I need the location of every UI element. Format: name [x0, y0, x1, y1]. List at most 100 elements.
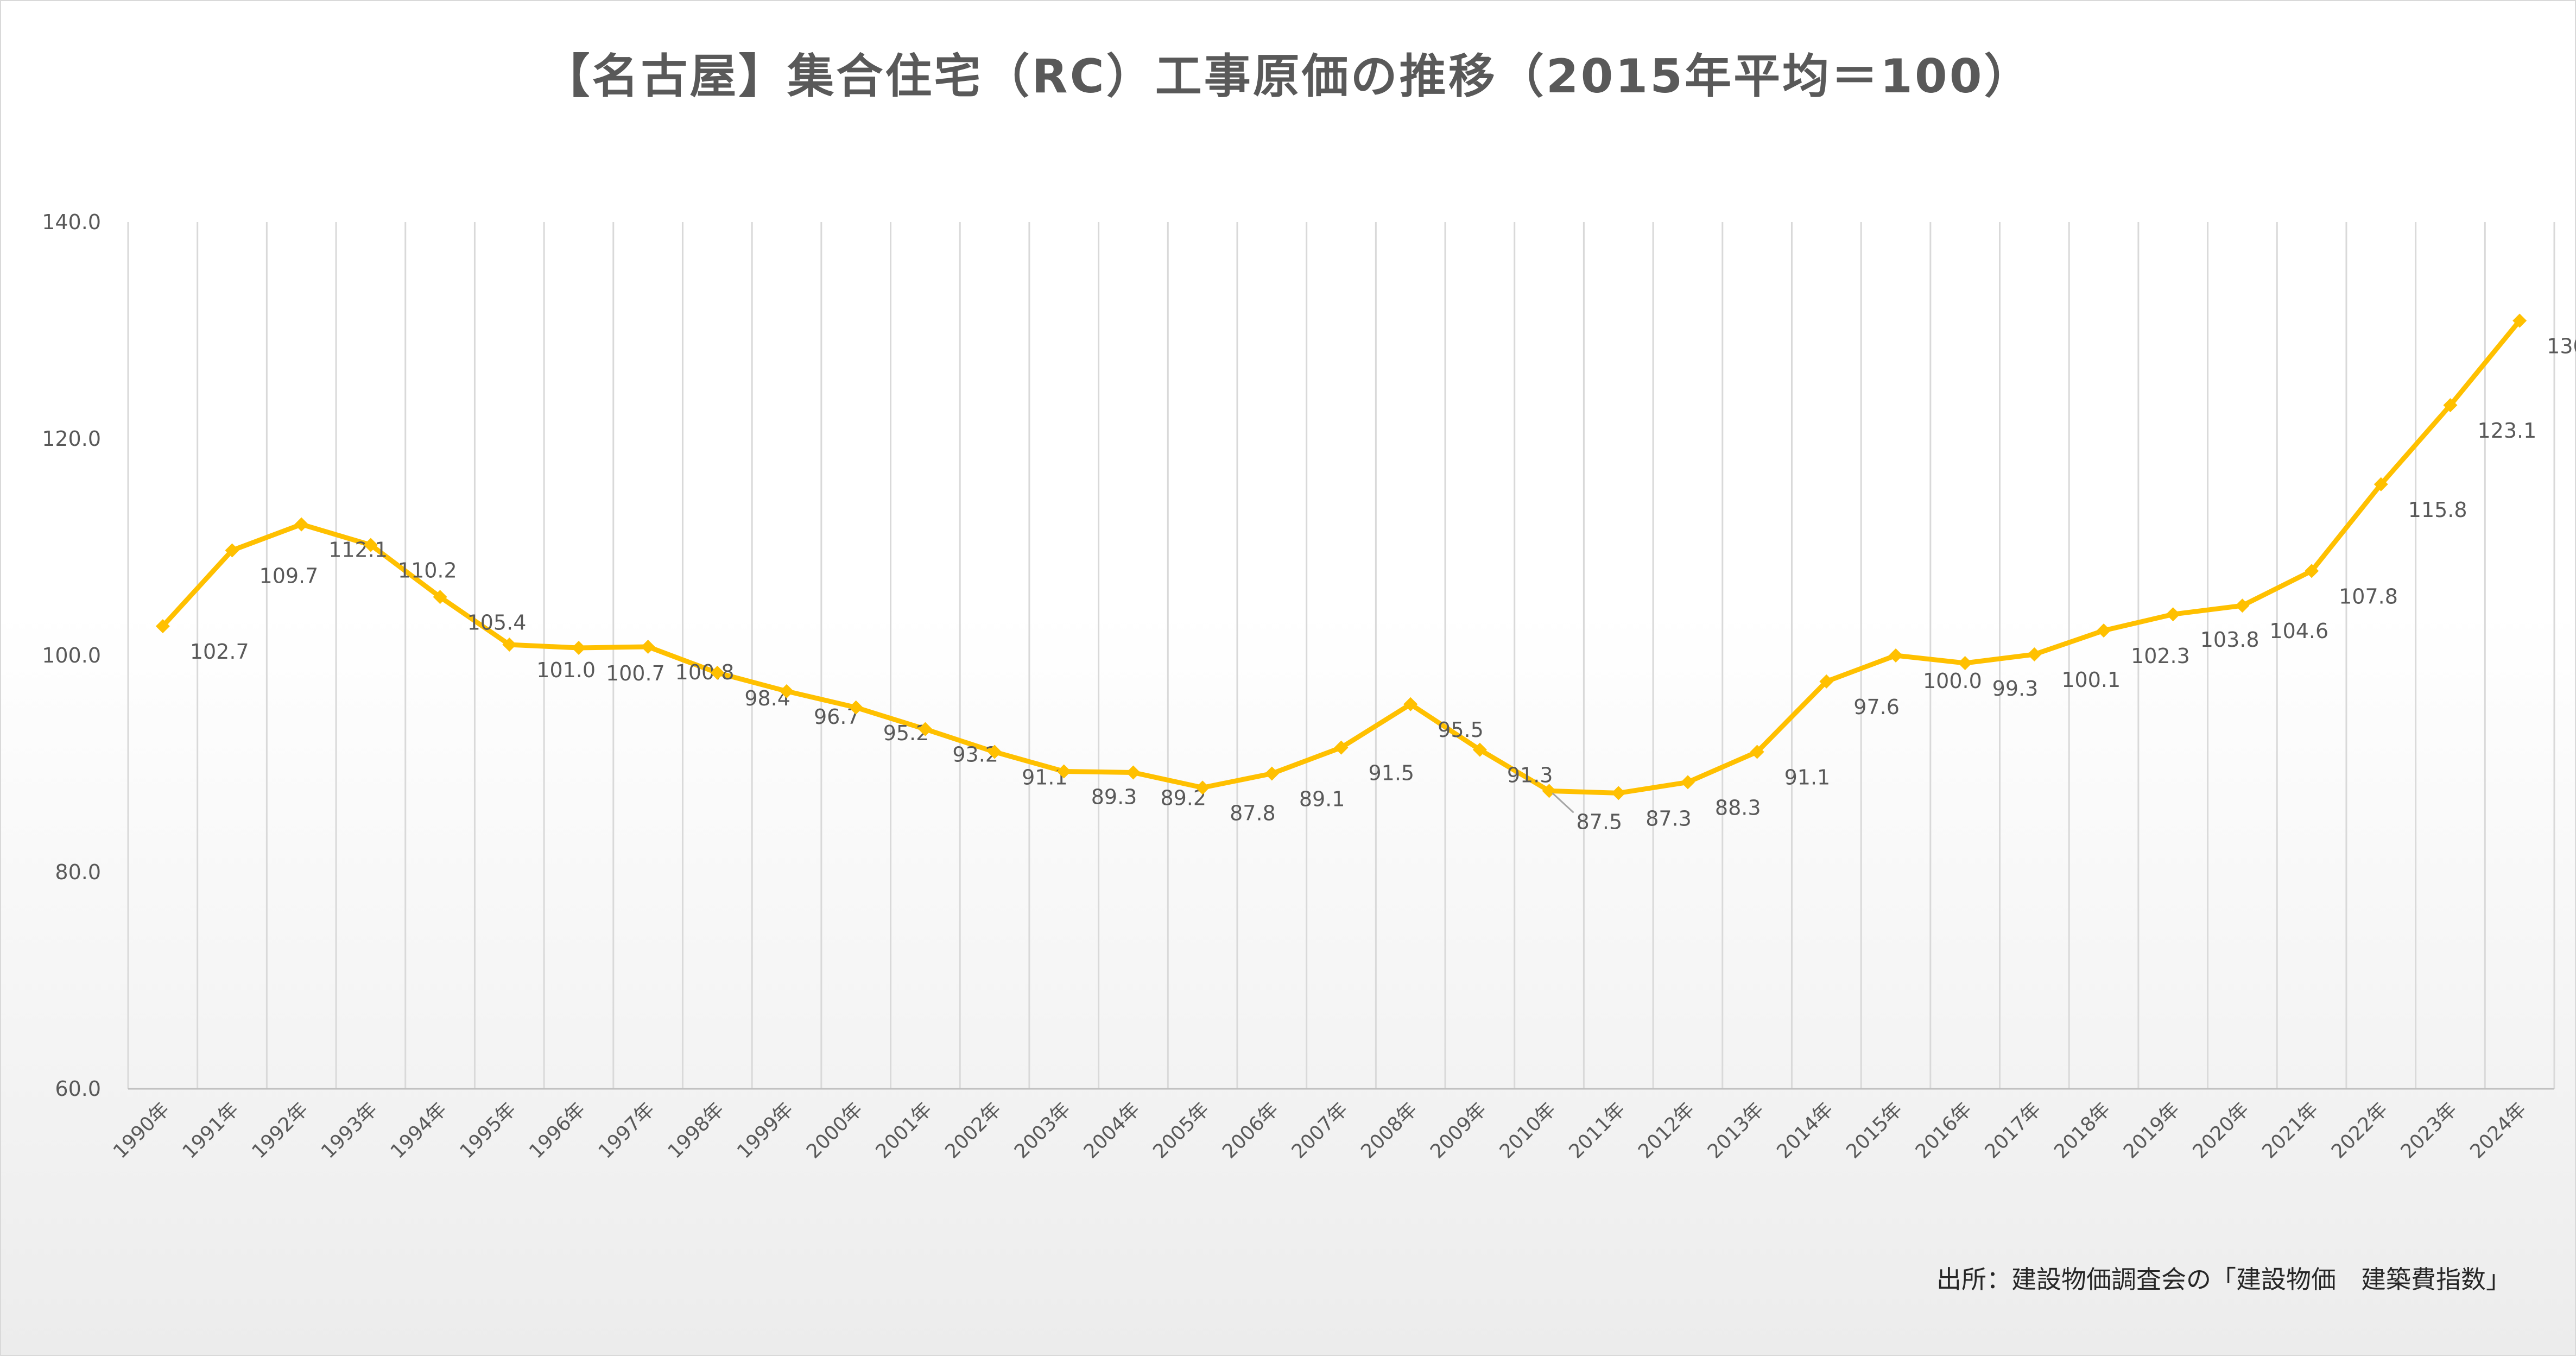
x-tick-label: 2017年 [1980, 1098, 2045, 1163]
data-label: 95.5 [1438, 718, 1484, 742]
data-point [780, 684, 794, 698]
data-label: 103.8 [2200, 628, 2259, 652]
data-point [2097, 623, 2111, 638]
data-label: 91.1 [1784, 766, 1831, 790]
data-label: 123.1 [2477, 419, 2536, 443]
x-tick-label: 2004年 [1080, 1098, 1144, 1163]
x-tick-label: 2006年 [1218, 1098, 1283, 1163]
x-tick-label: 2007年 [1288, 1098, 1352, 1163]
x-tick-label: 1994年 [387, 1098, 451, 1163]
data-point [641, 640, 655, 654]
data-label: 91.5 [1369, 761, 1415, 785]
data-label: 102.3 [2131, 644, 2190, 668]
data-label: 87.5 [1577, 810, 1623, 834]
data-label: 100.0 [1923, 669, 1982, 693]
data-point [225, 543, 239, 558]
x-tick-label: 2002年 [941, 1098, 1005, 1163]
data-label: 95.2 [883, 721, 929, 745]
data-point [2305, 564, 2319, 578]
data-label: 102.7 [190, 640, 249, 664]
data-point [2443, 398, 2458, 413]
x-tick-label: 1997年 [594, 1098, 659, 1163]
data-point [1334, 740, 1349, 755]
data-point [1195, 780, 1210, 795]
x-tick-label: 2014年 [1773, 1098, 1837, 1163]
x-tick-label: 1999年 [733, 1098, 798, 1163]
data-label: 87.3 [1645, 806, 1692, 830]
y-tick-label: 120.0 [42, 427, 101, 451]
x-tick-label: 1995年 [455, 1098, 520, 1163]
x-tick-label: 2022年 [2327, 1098, 2392, 1163]
x-tick-label: 2016年 [1912, 1098, 1976, 1163]
data-label: 110.2 [398, 559, 457, 583]
x-tick-label: 2015年 [1842, 1098, 1907, 1163]
x-tick-label: 2018年 [2050, 1098, 2115, 1163]
x-tick-label: 2011年 [1565, 1098, 1629, 1163]
data-label: 97.6 [1853, 695, 1900, 719]
data-point [988, 745, 1002, 759]
data-label: 115.8 [2408, 498, 2467, 522]
label-leader-line [1552, 792, 1574, 813]
data-label: 100.7 [606, 661, 665, 685]
x-tick-label: 2012年 [1634, 1098, 1699, 1163]
x-tick-label: 1991年 [179, 1098, 243, 1163]
chart-source: 出所：建設物価調査会の「建設物価 建築費指数」 [1936, 1265, 2511, 1294]
data-point [294, 517, 309, 532]
data-label: 89.3 [1091, 785, 1137, 809]
x-tick-label: 2019年 [2119, 1098, 2184, 1163]
x-tick-label: 2009年 [1426, 1098, 1491, 1163]
y-tick-label: 100.0 [42, 644, 101, 667]
data-point [571, 641, 586, 655]
y-tick-label: 140.0 [42, 210, 101, 234]
data-point [1264, 766, 1279, 781]
x-tick-label: 2001年 [872, 1098, 936, 1163]
data-point [1611, 786, 1626, 800]
x-tick-label: 1992年 [248, 1098, 312, 1163]
data-label: 88.3 [1715, 796, 1761, 819]
x-tick-label: 2013年 [1704, 1098, 1768, 1163]
x-tick-label: 1998年 [663, 1098, 728, 1163]
y-tick-label: 60.0 [55, 1077, 101, 1101]
data-point [1056, 764, 1071, 779]
x-tick-label: 2020年 [2189, 1098, 2254, 1163]
data-label: 87.8 [1230, 801, 1276, 825]
data-label: 107.8 [2339, 584, 2398, 608]
data-label: 104.6 [2269, 619, 2328, 643]
data-point [2512, 313, 2527, 328]
y-tick-label: 80.0 [55, 860, 101, 884]
data-point [2235, 598, 2250, 613]
data-point [1819, 674, 1834, 689]
data-label: 105.4 [467, 610, 527, 634]
x-tick-label: 1993年 [317, 1098, 382, 1163]
data-point [433, 590, 447, 604]
data-point [1750, 745, 1764, 759]
data-point [2166, 607, 2180, 622]
data-label: 99.3 [1992, 677, 2039, 701]
data-point [710, 665, 725, 680]
data-point [1472, 742, 1487, 757]
data-point [2374, 477, 2388, 491]
x-tick-label: 2023年 [2397, 1098, 2461, 1163]
data-label: 112.1 [328, 538, 388, 562]
x-tick-label: 2024年 [2466, 1098, 2530, 1163]
data-point [1126, 765, 1141, 780]
x-tick-label: 2000年 [802, 1098, 867, 1163]
x-tick-label: 2021年 [2258, 1098, 2322, 1163]
data-point [918, 722, 933, 736]
data-point [2027, 647, 2042, 662]
series-line [160, 318, 2522, 796]
data-label: 100.1 [2061, 668, 2121, 692]
data-point [1888, 648, 1903, 663]
data-point [1403, 697, 1418, 711]
data-label: 130.9 [2547, 335, 2576, 358]
data-label: 91.3 [1507, 764, 1553, 787]
data-label: 101.0 [536, 658, 596, 682]
data-point [1680, 775, 1695, 790]
data-label: 100.8 [675, 660, 735, 684]
x-tick-label: 1990年 [109, 1098, 174, 1163]
data-point [363, 538, 378, 552]
chart-title: 【名古屋】集合住宅（RC）工事原価の推移（2015年平均＝100） [543, 49, 2033, 104]
x-tick-label: 2010年 [1496, 1098, 1560, 1163]
